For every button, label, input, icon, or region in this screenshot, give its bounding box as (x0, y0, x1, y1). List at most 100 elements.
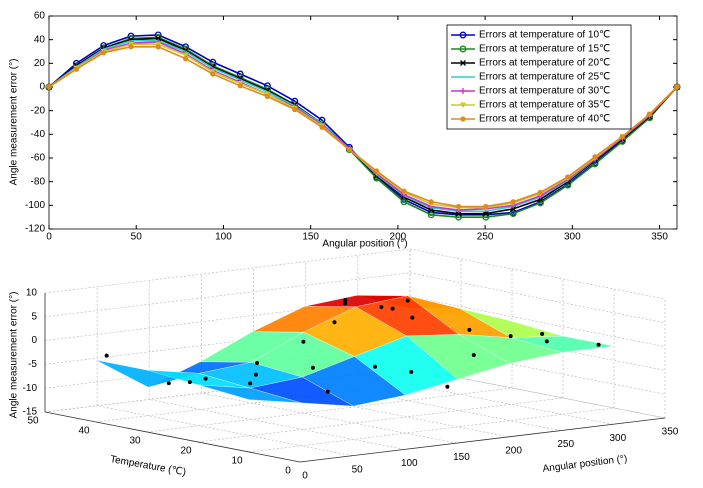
y-tick-label: 30 (129, 436, 141, 447)
z-tick-label: -15 (23, 407, 38, 418)
grid-line (409, 248, 666, 300)
marker (459, 31, 467, 39)
grid-line (44, 272, 411, 318)
z-tick-label: -10 (23, 383, 38, 394)
data-point (301, 339, 306, 344)
legend-label: Errors at temperature of 30℃ (479, 86, 610, 97)
grid-line (248, 407, 615, 453)
x-tick-label: 200 (390, 232, 407, 243)
y-tick-label: 40 (34, 34, 46, 45)
x-tick-label: 350 (662, 427, 679, 438)
marker (619, 134, 625, 140)
x-tick-label: 250 (557, 439, 574, 450)
x-tick-label: 50 (131, 232, 143, 243)
grid-line (44, 367, 411, 413)
x-tick-label: 0 (46, 232, 52, 243)
data-point (255, 361, 260, 366)
legend-label: Errors at temperature of 40℃ (479, 114, 610, 125)
data-point (248, 381, 253, 386)
marker (346, 147, 352, 153)
marker (565, 174, 571, 180)
legend-label: Errors at temperature of 35℃ (479, 100, 610, 111)
y-tick-label: 20 (34, 58, 46, 69)
x-tick-label: 350 (651, 232, 668, 243)
marker (428, 199, 434, 205)
z-axis-label: Angle measurement error (°) (9, 292, 20, 419)
data-point (405, 298, 410, 303)
legend-label: Errors at temperature of 10℃ (479, 30, 610, 41)
y-tick-label: -80 (31, 176, 46, 187)
data-point (471, 352, 476, 357)
y-tick-label: 10 (231, 456, 243, 467)
data-point (445, 384, 450, 389)
series (46, 44, 680, 210)
grid-line (97, 405, 353, 457)
data-point (166, 381, 171, 386)
data-point (343, 298, 348, 303)
z-tick-label: 10 (26, 288, 38, 299)
data-point (373, 364, 378, 369)
grid-line (95, 377, 462, 423)
marker (237, 83, 243, 89)
legend-label: Errors at temperature of 25℃ (479, 72, 610, 83)
data-point (253, 372, 258, 377)
y-tick-label: 60 (34, 11, 46, 22)
data-point (390, 306, 395, 311)
data-point (540, 331, 545, 336)
data-point (544, 339, 549, 344)
marker (459, 45, 467, 53)
y-tick-label: 20 (180, 446, 192, 457)
grid-line (197, 397, 564, 443)
marker (427, 211, 435, 219)
x-tick-label: 0 (302, 471, 308, 482)
marker (647, 111, 653, 117)
y-tick-label: -60 (31, 153, 46, 164)
marker (264, 93, 271, 100)
data-point (332, 320, 337, 325)
surface-patch (197, 384, 302, 404)
y3-axis-label: Temperature (℃) (109, 454, 187, 478)
marker (460, 102, 466, 108)
data-point (467, 327, 472, 332)
marker (537, 189, 544, 195)
legend (446, 24, 632, 130)
z-tick-label: 0 (31, 335, 37, 346)
marker (182, 52, 189, 59)
data-point (410, 315, 415, 320)
marker (319, 124, 325, 130)
x-tick-label: 200 (505, 445, 522, 456)
grid-line (44, 296, 411, 341)
marker (292, 106, 298, 113)
grid-line (409, 367, 666, 419)
data-point (104, 353, 109, 358)
grid-line (409, 296, 666, 347)
x-tick-label: 100 (401, 458, 418, 469)
x3-axis-label: Angular position (°) (542, 453, 628, 474)
y-tick-label: 0 (285, 466, 291, 477)
axis-line (44, 411, 301, 463)
data-point (596, 342, 601, 347)
y-tick-label: 0 (39, 82, 45, 93)
marker (455, 203, 462, 210)
x-tick-label: 250 (477, 232, 494, 243)
data-point (343, 301, 348, 306)
y-tick-label: 40 (78, 426, 90, 437)
x-tick-label: 50 (352, 464, 364, 475)
x-tick-label: 300 (564, 232, 581, 243)
y-tick-label: -20 (31, 105, 46, 116)
data-point (508, 334, 513, 339)
grid-line (146, 387, 513, 433)
y-tick-label: -120 (25, 224, 45, 235)
data-point (187, 380, 192, 385)
marker (400, 198, 408, 206)
data-point (409, 370, 414, 375)
marker (460, 88, 466, 94)
y-tick-label: -100 (25, 200, 45, 211)
series-line (48, 36, 678, 218)
grid-line (201, 392, 457, 444)
y-axis-label: Angle measurement error (°) (9, 59, 20, 186)
y-tick-label: -40 (31, 129, 46, 140)
data-point (203, 376, 208, 381)
grid-line (44, 343, 411, 389)
